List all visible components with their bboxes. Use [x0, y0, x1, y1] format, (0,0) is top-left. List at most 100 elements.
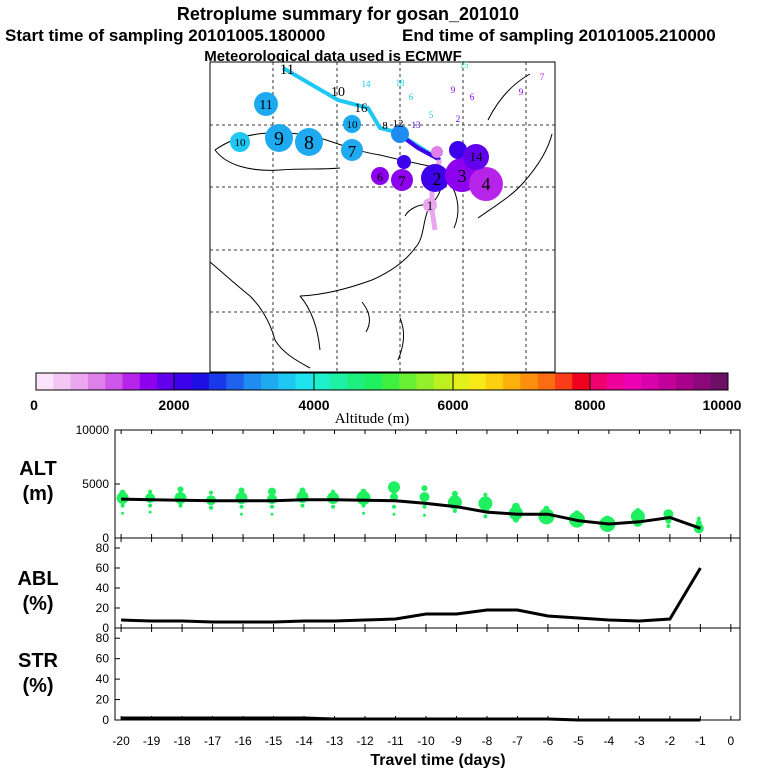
y-tick-label: 0: [102, 621, 109, 635]
plume-circle-6: [371, 167, 389, 185]
alt-particle-point: [392, 504, 396, 509]
colorbar-swatch: [572, 373, 590, 390]
alt-panel-label-1: ALT: [19, 458, 56, 480]
alt-particle-point: [452, 509, 457, 513]
alt-particle-point: [331, 504, 335, 509]
str-panel-label-1: STR: [18, 650, 59, 672]
colorbar-swatch: [157, 373, 175, 390]
alt-particle-point: [360, 488, 367, 495]
day-label-8: 8: [304, 132, 314, 154]
y-tick-label: 60: [96, 561, 110, 575]
colorbar-swatch: [260, 373, 279, 390]
y-tick-label: 10000: [76, 423, 110, 437]
altitude-colorbar: [35, 372, 729, 391]
colorbar-swatch: [36, 373, 54, 390]
colorbar-swatch: [87, 373, 106, 390]
str-panel: 0 20 40 60 80: [96, 627, 741, 727]
x-tick-label: -13: [326, 734, 344, 748]
alt-particle-point: [361, 503, 366, 508]
start-time-label: Start time of sampling 20101005.180000: [5, 26, 325, 45]
colorbar-swatch: [139, 373, 158, 390]
plume-circle-7: [341, 139, 363, 161]
alt-particle-point: [538, 508, 555, 525]
x-tick-label: -15: [265, 734, 283, 748]
y-tick-label: 0: [102, 713, 109, 727]
colorbar-tick-10000: 10000: [703, 397, 742, 413]
day-label-16-top: 15: [460, 60, 470, 70]
colorbar-swatch: [693, 373, 712, 390]
colorbar-swatch: [364, 373, 383, 390]
colorbar-swatch: [105, 373, 123, 390]
alt-particle-point: [388, 481, 400, 494]
alt-particle-point: [544, 519, 549, 524]
y-tick-label: 5000: [82, 477, 109, 491]
x-tick-label: -8: [482, 734, 493, 748]
alt-particle-point: [270, 504, 274, 509]
colorbar-swatch: [347, 373, 366, 390]
y-tick-label: 80: [96, 631, 110, 645]
alt-particle-point: [331, 489, 335, 494]
x-tick-label: -11: [387, 734, 404, 748]
plume-circle-4: [469, 167, 503, 201]
x-tick-label: -3: [634, 734, 645, 748]
day-label-11: 11: [259, 98, 272, 113]
day-label-9: 9: [274, 128, 284, 150]
abl-panel: 0 20 40 60 80: [96, 537, 741, 635]
colorbar-label: Altitude (m): [335, 411, 410, 427]
colorbar-swatch: [312, 373, 331, 390]
colorbar-swatch: [70, 373, 89, 390]
plume-circle-9: [265, 124, 293, 152]
figure-title: Retroplume summary for gosan_201010: [177, 4, 519, 24]
alt-particle-point: [666, 524, 671, 529]
alt-particle-point: [483, 492, 488, 497]
x-tick-label: -4: [604, 734, 615, 748]
x-tick-label: -6: [543, 734, 554, 748]
x-tick-label: -20: [112, 734, 130, 748]
plume-circle-10b: [343, 115, 361, 133]
alt-particle-point: [695, 519, 702, 526]
x-tick-label: -9: [451, 734, 462, 748]
x-tick-label: -10: [417, 734, 435, 748]
colorbar-swatch: [122, 373, 141, 390]
alt-particle-point: [421, 485, 428, 492]
colorbar-swatch: [416, 373, 435, 390]
y-tick-label: 60: [96, 652, 110, 666]
colorbar-swatch: [589, 373, 608, 390]
plume-circle-mid: [391, 125, 409, 143]
plume-circle-10: [230, 132, 250, 152]
alt-particle-point: [605, 515, 610, 520]
colorbar-tick-4000: 4000: [298, 397, 329, 413]
alt-series-line: [121, 497, 701, 530]
alt-particle-point: [148, 489, 153, 494]
day-label-18-top: 18: [396, 78, 406, 88]
day-label-2: 2: [433, 169, 442, 189]
day-label-10: 10: [235, 137, 247, 149]
alt-particle-point: [362, 511, 365, 515]
alt-particle-point: [511, 502, 520, 511]
day-label-8b: 8: [382, 120, 388, 132]
x-tick-label: -1: [695, 734, 706, 748]
colorbar-swatch: [710, 373, 729, 390]
abl-panel-label-2: (%): [22, 593, 53, 615]
alt-particle-point: [240, 512, 243, 516]
plume-circle-center: [421, 164, 449, 192]
colorbar-swatch: [624, 373, 642, 390]
day-label-7b: 7: [398, 174, 406, 190]
colorbar-swatch: [209, 373, 227, 390]
x-tick-label: -12: [356, 734, 374, 748]
plume-circle-7b: [391, 169, 413, 191]
day-label-7: 7: [348, 142, 357, 161]
colorbar-swatch: [537, 373, 556, 390]
alt-particle-point: [634, 508, 641, 514]
colorbar-swatch: [555, 373, 573, 390]
alt-particle-point: [422, 504, 427, 509]
y-tick-label: 40: [96, 672, 110, 686]
colorbar-swatch: [330, 373, 348, 390]
alt-particle-point: [419, 492, 430, 502]
day-label-3: 3: [458, 166, 467, 186]
alt-particle-point: [209, 490, 213, 495]
x-tick-label: -18: [173, 734, 191, 748]
colorbar-swatch: [503, 373, 521, 390]
y-tick-label: 20: [96, 601, 110, 615]
